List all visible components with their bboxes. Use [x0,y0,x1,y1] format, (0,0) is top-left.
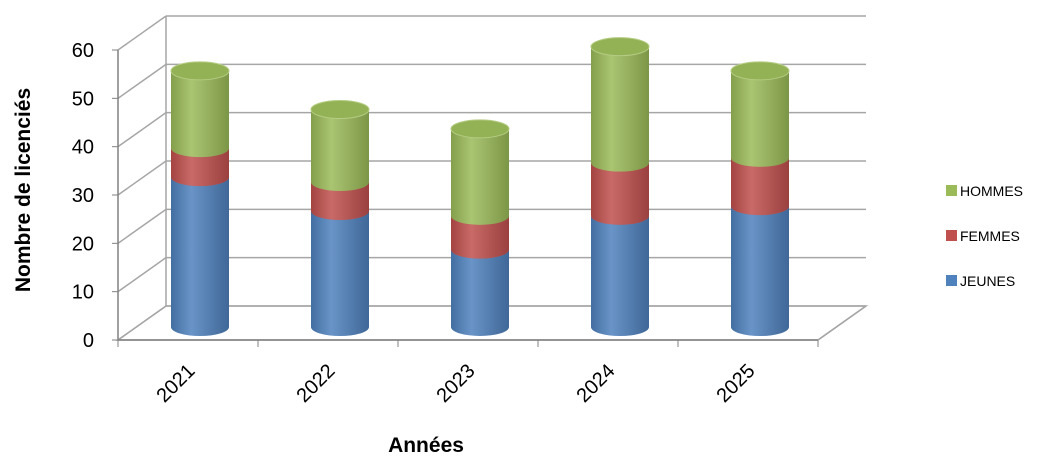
bar-cap [310,100,370,119]
legend-item: HOMMES [946,183,1023,199]
legend: HOMMES FEMMES JEUNES [946,183,1023,289]
bar-segment [590,37,650,172]
bar-body [171,177,229,336]
x-tick-label: 2021 [153,360,200,407]
bar-segment [731,197,789,336]
bar-body [451,249,509,336]
bar-body [451,128,509,225]
bar-segment [730,61,790,167]
legend-label: JEUNES [960,273,1015,289]
bar-body [591,162,649,225]
y-tick-label: 10 [72,282,94,304]
y-tick-label: 20 [72,233,94,255]
legend-item: FEMMES [946,228,1020,244]
bar-segment [310,100,370,191]
x-tick-label: 2025 [713,360,760,407]
x-tick-label: 2022 [293,360,340,407]
bar-cap [730,61,790,81]
legend-label: FEMMES [960,228,1020,244]
y-tick-label: 0 [83,330,94,352]
x-tick-label: 2023 [433,360,480,407]
y-tick-label: 60 [72,40,94,62]
bar-cap [170,61,230,81]
bar-body [591,215,649,336]
legend-item: JEUNES [946,273,1015,289]
y-axis-title: Nombre de licenciés [12,88,35,292]
gridline-side [117,112,167,148]
bar-body [731,206,789,336]
legend-label: HOMMES [960,183,1023,199]
bar-segment [311,202,369,336]
x-tick-labels: 2021 2022 2023 2024 2025 [153,360,760,407]
floor-edge-right [817,305,867,341]
bar-body [451,215,509,259]
axes [112,49,867,347]
bar-body [591,46,649,172]
bar-cap [590,37,650,57]
bar-segment [450,119,510,225]
y-tick-label: 40 [72,137,94,159]
gridline-side [117,63,167,99]
legend-swatch [946,185,957,196]
legend-swatch [946,230,957,241]
bar-body [171,148,229,187]
bar-body [171,70,229,158]
bar-body [311,211,369,336]
bar-cap [450,119,510,139]
bar-body [731,157,789,216]
y-tick-labels: 0 10 20 30 40 50 60 [72,40,94,352]
gridline-side [117,305,167,341]
gridline-side [117,257,167,293]
legend-swatch [946,275,957,286]
bar-body [311,109,369,191]
y-tick-label: 30 [72,185,94,207]
gridline-side [117,208,167,244]
bar-segment [170,61,230,158]
x-tick-label: 2024 [573,360,620,407]
y-tick-label: 50 [72,88,94,110]
bars-group [170,37,790,336]
gridline-side [117,160,167,196]
bar-segment [171,168,229,336]
bar-segment [591,206,649,336]
bar-body [311,182,369,220]
gridline-side [117,15,167,51]
bar-body [731,70,789,167]
x-axis-title: Années [388,434,464,457]
